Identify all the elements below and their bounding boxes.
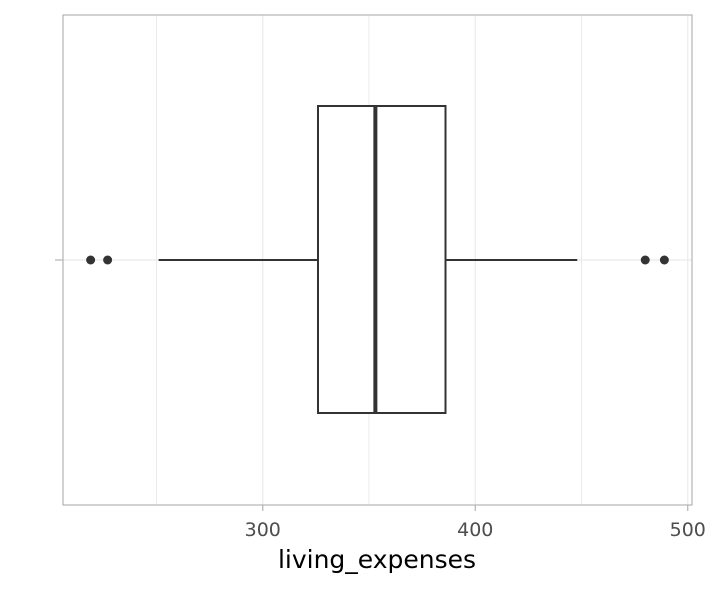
outlier-point bbox=[103, 255, 113, 265]
x-tick-label: 300 bbox=[245, 519, 281, 541]
x-tick-label: 400 bbox=[457, 519, 493, 541]
x-tick-label: 500 bbox=[670, 519, 706, 541]
x-axis-title: living_expenses bbox=[278, 545, 476, 574]
interquartile-box bbox=[317, 105, 447, 414]
outlier-point bbox=[86, 255, 96, 265]
outlier-point bbox=[659, 255, 669, 265]
x-axis: 300 400 500 bbox=[55, 259, 706, 541]
outlier-point bbox=[640, 255, 650, 265]
boxplot-group bbox=[86, 105, 669, 414]
